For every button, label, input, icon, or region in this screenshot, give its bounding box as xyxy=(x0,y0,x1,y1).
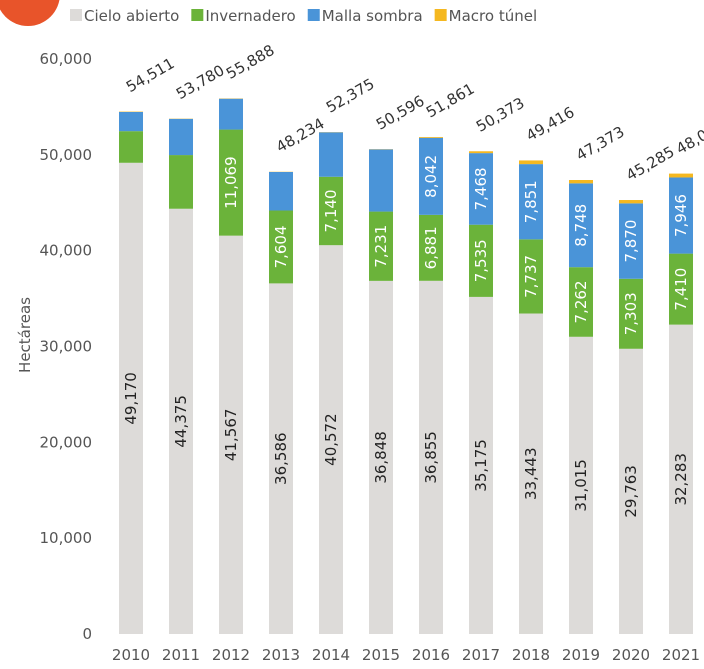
total-label: 50,373 xyxy=(473,94,527,136)
x-tick-label: 2019 xyxy=(562,646,600,664)
y-tick-label: 60,000 xyxy=(40,50,93,68)
value-label: 49,170 xyxy=(122,372,140,425)
x-tick-label: 2016 xyxy=(412,646,450,664)
value-label: 11,069 xyxy=(222,156,240,209)
y-tick-label: 20,000 xyxy=(40,433,93,451)
chart: Hectáreas 0 10,000 20,000 30,000 40,000 50,00… xyxy=(0,0,704,665)
legend-swatch xyxy=(191,9,203,21)
x-tick-label: 2014 xyxy=(312,646,350,664)
total-label: 50,596 xyxy=(373,92,427,134)
value-label: 35,175 xyxy=(472,439,490,492)
bar-segment xyxy=(619,200,643,203)
y-tick-label: 10,000 xyxy=(40,529,93,547)
x-tick-label: 2011 xyxy=(162,646,200,664)
total-label: 52,375 xyxy=(323,75,377,117)
total-label: 51,861 xyxy=(423,80,477,122)
value-label: 7,410 xyxy=(672,268,690,311)
value-label: 44,375 xyxy=(172,395,190,448)
bar-segment xyxy=(469,151,493,153)
x-tick-label: 2021 xyxy=(662,646,700,664)
bar-segment xyxy=(669,174,693,178)
value-label: 31,015 xyxy=(572,459,590,512)
value-label: 7,535 xyxy=(472,239,490,282)
value-label: 7,737 xyxy=(522,255,540,298)
value-label: 7,140 xyxy=(322,189,340,232)
value-label: 36,855 xyxy=(422,431,440,484)
value-label: 41,567 xyxy=(222,409,240,462)
value-label: 36,586 xyxy=(272,432,290,485)
bar-segment xyxy=(269,172,293,211)
value-label: 7,303 xyxy=(622,292,640,335)
value-label: 33,443 xyxy=(522,448,540,501)
total-label: 49,416 xyxy=(523,103,577,145)
legend-swatch xyxy=(435,9,447,21)
y-tick-label: 40,000 xyxy=(40,242,93,260)
x-tick-label: 2012 xyxy=(212,646,250,664)
total-label: 48,042 xyxy=(673,116,704,158)
total-label: 53,780 xyxy=(173,61,227,103)
value-label: 7,870 xyxy=(622,220,640,263)
bar-segment xyxy=(569,180,593,183)
x-tick-label: 2017 xyxy=(462,646,500,664)
bar-segment xyxy=(169,155,193,209)
y-tick-label: 30,000 xyxy=(40,338,93,356)
legend-swatch xyxy=(308,9,320,21)
value-label: 7,262 xyxy=(572,280,590,323)
y-tick-label: 0 xyxy=(82,625,92,643)
bar-segment xyxy=(119,112,143,131)
x-tick-label: 2015 xyxy=(362,646,400,664)
x-tick-label: 2010 xyxy=(112,646,150,664)
value-label: 29,763 xyxy=(622,465,640,518)
value-label: 7,604 xyxy=(272,225,290,268)
x-tick-label: 2018 xyxy=(512,646,550,664)
bar-segment xyxy=(119,131,143,163)
legend-label: Macro túnel xyxy=(449,7,537,25)
x-tick-label: 2013 xyxy=(262,646,300,664)
bar-segment xyxy=(319,132,343,176)
value-label: 32,283 xyxy=(672,453,690,506)
legend-label: Invernadero xyxy=(205,7,295,25)
value-label: 8,042 xyxy=(422,155,440,198)
tomato-decoration xyxy=(0,0,60,26)
total-label: 55,888 xyxy=(223,41,277,83)
bar-segment xyxy=(169,119,193,155)
value-label: 7,468 xyxy=(472,167,490,210)
value-label: 40,572 xyxy=(322,413,340,466)
legend-swatch xyxy=(70,9,82,21)
total-label: 47,373 xyxy=(573,123,627,165)
value-label: 36,848 xyxy=(372,431,390,484)
bar-segment xyxy=(519,160,543,164)
legend-label: Malla sombra xyxy=(322,7,423,25)
legend-label: Cielo abierto xyxy=(84,7,179,25)
bar-segment xyxy=(419,137,443,138)
value-label: 8,748 xyxy=(572,204,590,247)
bar-segment xyxy=(219,99,243,130)
value-label: 7,231 xyxy=(372,225,390,268)
value-label: 7,946 xyxy=(672,194,690,237)
total-label: 54,511 xyxy=(123,54,177,96)
bar-segment xyxy=(369,149,393,211)
y-tick-label: 50,000 xyxy=(40,146,93,164)
x-tick-label: 2020 xyxy=(612,646,650,664)
y-axis-label: Hectáreas xyxy=(16,297,34,373)
value-label: 7,851 xyxy=(522,180,540,223)
value-label: 6,881 xyxy=(422,226,440,269)
